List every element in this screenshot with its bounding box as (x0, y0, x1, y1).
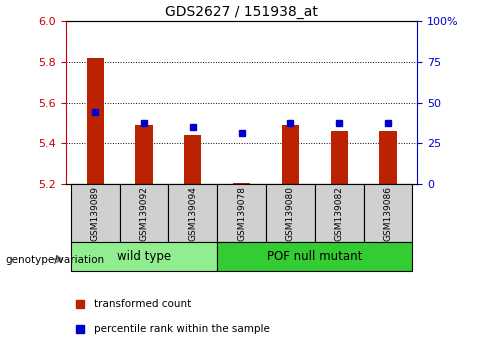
Text: POF null mutant: POF null mutant (267, 250, 363, 263)
Bar (217, 184, 266, 242)
Bar (71, 184, 120, 242)
Text: GSM139094: GSM139094 (188, 186, 197, 241)
Text: GSM139080: GSM139080 (286, 186, 295, 241)
Bar (364, 184, 412, 242)
Bar (331, 131, 348, 184)
Text: GSM139082: GSM139082 (335, 186, 344, 241)
Bar (184, 135, 202, 184)
Bar (71, 242, 217, 271)
Bar (87, 58, 104, 184)
Text: genotype/variation: genotype/variation (5, 255, 104, 265)
Bar (120, 184, 168, 242)
Text: GSM139078: GSM139078 (237, 186, 246, 241)
Title: GDS2627 / 151938_at: GDS2627 / 151938_at (165, 5, 318, 19)
Text: GSM139086: GSM139086 (384, 186, 392, 241)
Bar (282, 125, 299, 184)
Bar (168, 184, 217, 242)
Text: percentile rank within the sample: percentile rank within the sample (94, 324, 270, 334)
Bar (217, 242, 412, 271)
Bar (136, 125, 153, 184)
Bar (315, 184, 364, 242)
Text: GSM139092: GSM139092 (140, 186, 148, 241)
Text: transformed count: transformed count (94, 298, 191, 309)
Bar (233, 183, 250, 184)
Text: GSM139089: GSM139089 (91, 186, 100, 241)
Bar (266, 184, 315, 242)
Bar (380, 131, 397, 184)
Text: wild type: wild type (117, 250, 171, 263)
